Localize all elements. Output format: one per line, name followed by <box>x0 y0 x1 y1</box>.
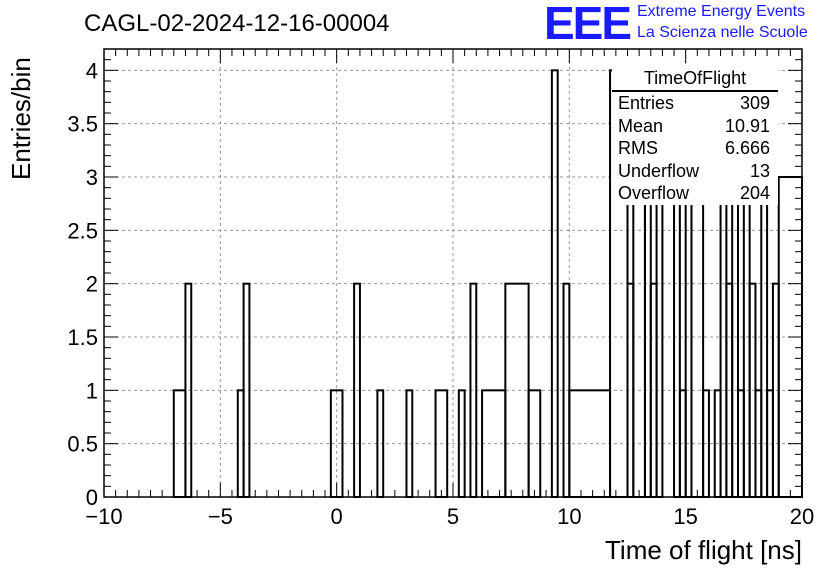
y-tick-label: 2 <box>86 272 98 297</box>
stats-value: 309 <box>739 93 770 113</box>
stats-value: 6.666 <box>724 138 770 158</box>
y-tick-label: 3 <box>86 165 98 190</box>
y-tick-label: 3.5 <box>67 112 98 137</box>
stats-value: 204 <box>739 183 770 203</box>
stats-row-rms: RMS 6.666 <box>612 137 778 160</box>
stats-box: TimeOfFlight Entries 309 Mean 10.91 RMS … <box>612 67 778 205</box>
y-tick-label: 1.5 <box>67 325 98 350</box>
stats-label: Entries <box>618 93 675 113</box>
y-tick-label: 0 <box>86 485 98 510</box>
y-tick-label: 2.5 <box>67 218 98 243</box>
stats-label: RMS <box>618 138 658 158</box>
stats-label: Overflow <box>618 183 690 203</box>
stats-row-underflow: Underflow 13 <box>612 160 778 183</box>
x-tick-label: 5 <box>447 504 459 529</box>
x-tick-label: 10 <box>557 504 581 529</box>
x-tick-label: 0 <box>331 504 343 529</box>
x-tick-label: 15 <box>673 504 697 529</box>
stats-value: 10.91 <box>724 115 770 136</box>
histogram-bin <box>469 282 478 498</box>
logo-line-1: Extreme Energy Events <box>637 3 806 20</box>
x-tick-label: −5 <box>208 504 233 529</box>
histogram-bin <box>457 389 466 499</box>
y-tick-label: 0.5 <box>67 432 98 457</box>
axes: −10 −5 0 5 10 15 20 0 0.5 1 1.5 2 2.5 3 3.5 4 <box>67 48 814 529</box>
y-tick-label: 1 <box>86 378 98 403</box>
histogram-bin <box>405 389 414 499</box>
y-axis-label: Entries/bin <box>6 57 36 180</box>
x-tick-label: −10 <box>85 504 122 529</box>
histogram-bin <box>242 282 251 498</box>
stats-title: TimeOfFlight <box>612 67 778 92</box>
logo-line-2: La Scienza nelle Scuole <box>637 24 808 41</box>
x-tick-label: 20 <box>790 504 814 529</box>
stats-row-overflow: Overflow 204 <box>612 182 778 205</box>
eee-logo: EEE <box>544 0 632 49</box>
stats-row-entries: Entries 309 <box>612 92 778 115</box>
stats-row-mean: Mean 10.91 <box>612 115 778 138</box>
y-tick-label: 4 <box>86 58 98 83</box>
stats-value: 13 <box>749 160 770 181</box>
stats-label: Underflow <box>618 160 700 181</box>
run-title: CAGL-02-2024-12-16-00004 <box>84 10 390 37</box>
stats-label: Mean <box>618 115 664 136</box>
x-axis-label: Time of flight [ns] <box>605 535 802 565</box>
histogram-bin <box>655 176 664 498</box>
